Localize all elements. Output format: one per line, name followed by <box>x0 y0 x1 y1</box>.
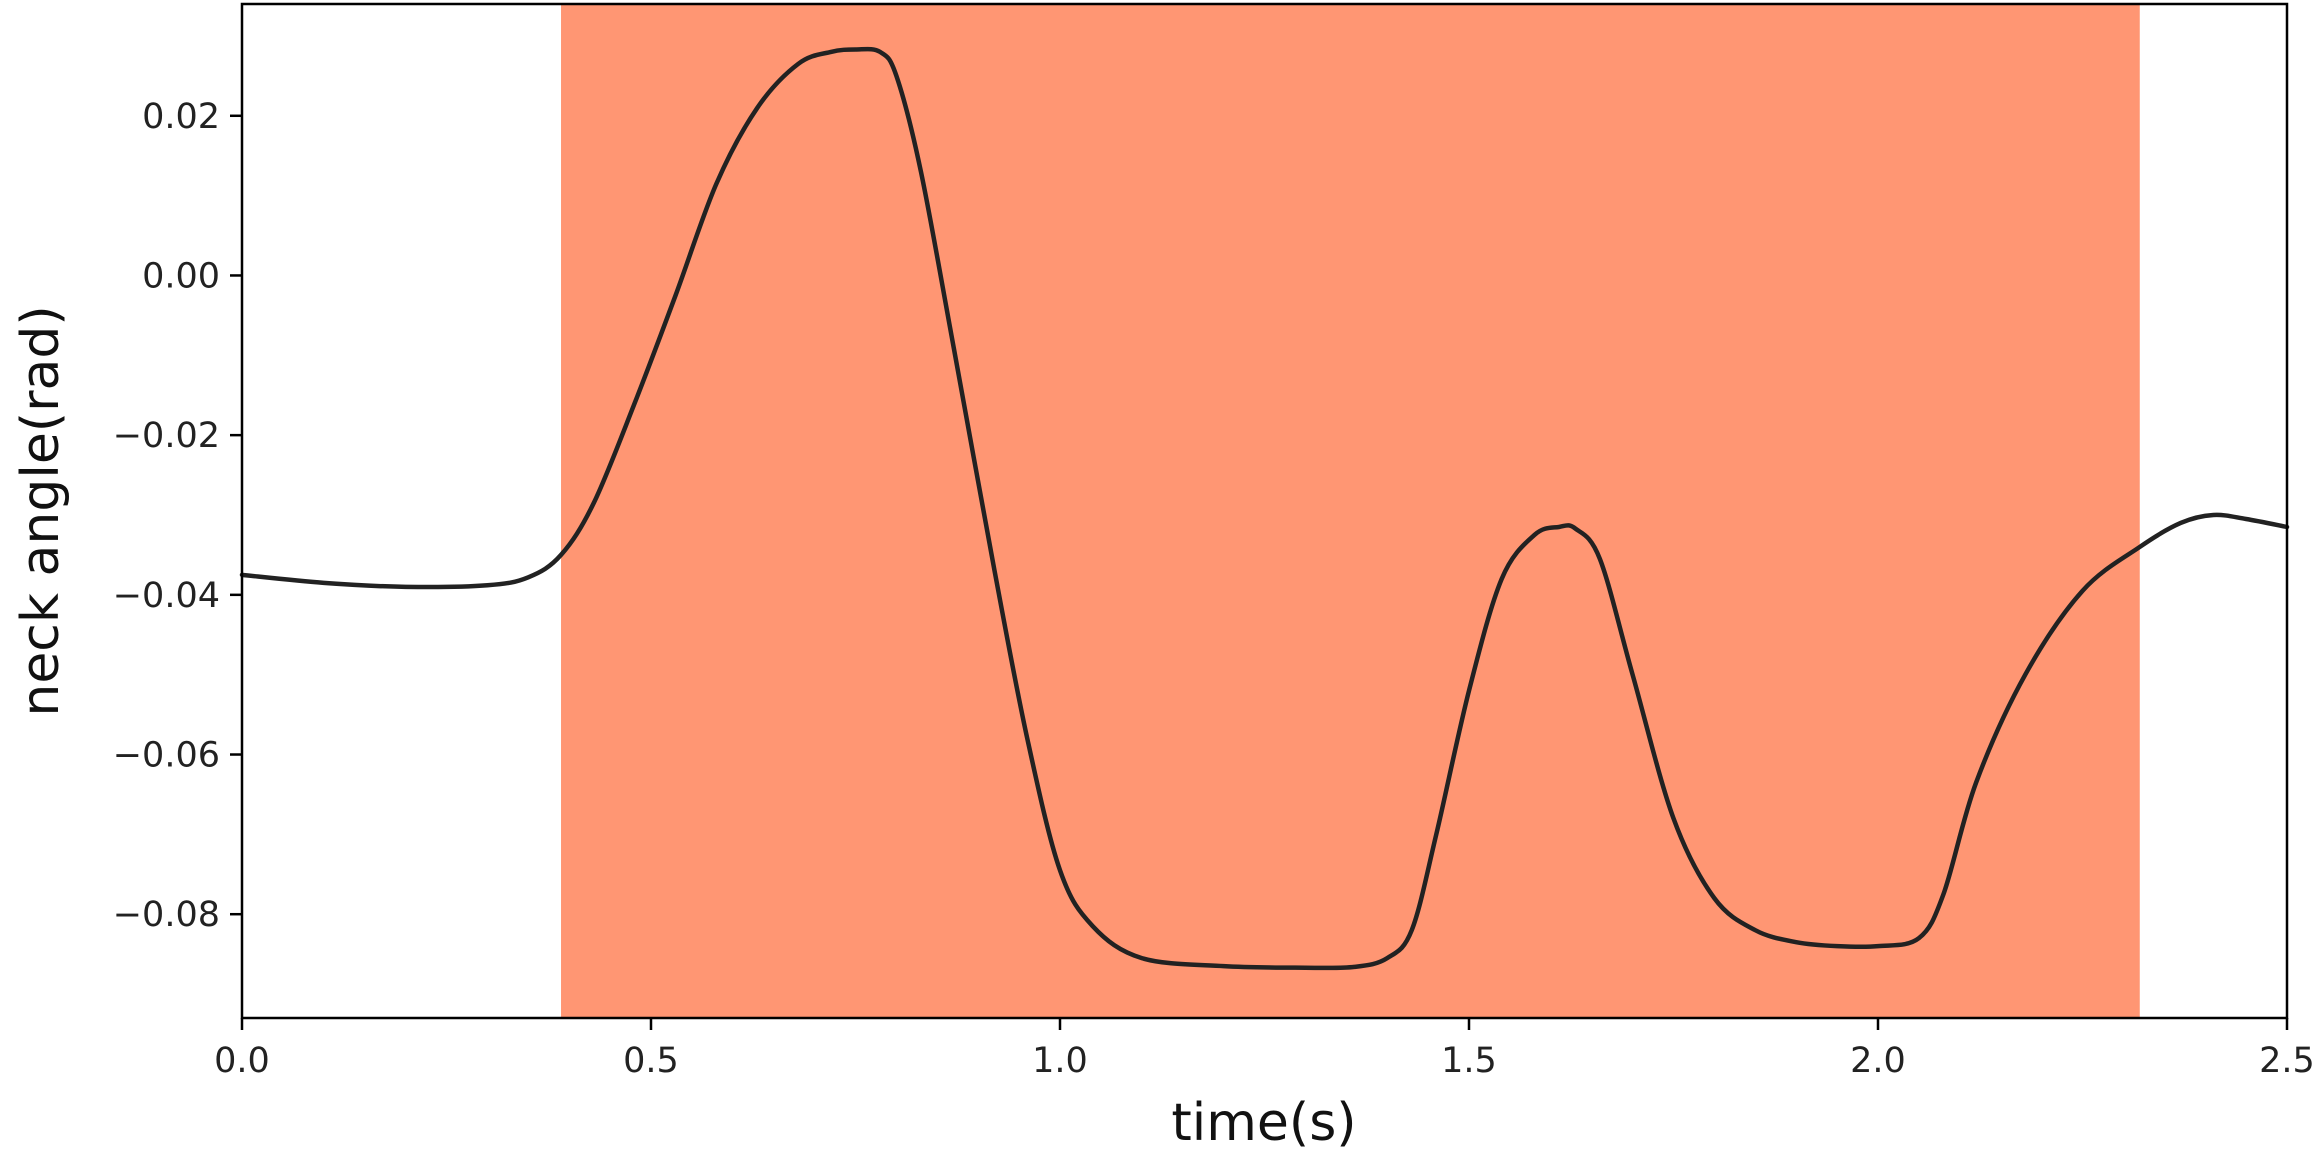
y-tick-label: −0.08 <box>113 895 220 935</box>
y-axis-label: neck angle(rad) <box>11 305 71 716</box>
y-tick-label: −0.06 <box>113 736 220 776</box>
x-tick-label: 2.5 <box>2259 1041 2315 1081</box>
x-axis-label: time(s) <box>1171 1093 1356 1153</box>
plot-frame <box>240 2 2289 1020</box>
y-tick-label: −0.02 <box>113 416 220 456</box>
y-tick-label: 0.00 <box>142 256 220 296</box>
shaded-span <box>561 4 2140 1018</box>
y-tick-label: 0.02 <box>142 97 220 137</box>
x-tick-label: 1.0 <box>1032 1041 1088 1081</box>
y-tick-label: −0.04 <box>113 576 220 616</box>
y-axis: 0.02 0.00 −0.02 −0.04 −0.06 −0.08 <box>113 97 242 935</box>
series-line <box>239 46 2290 971</box>
x-tick-label: 1.5 <box>1441 1041 1497 1081</box>
x-tick-label: 0.0 <box>214 1041 270 1081</box>
x-tick-label: 2.0 <box>1850 1041 1906 1081</box>
x-tick-label: 0.5 <box>623 1041 679 1081</box>
x-axis: 0.0 0.5 1.0 1.5 2.0 2.5 <box>214 1018 2315 1081</box>
